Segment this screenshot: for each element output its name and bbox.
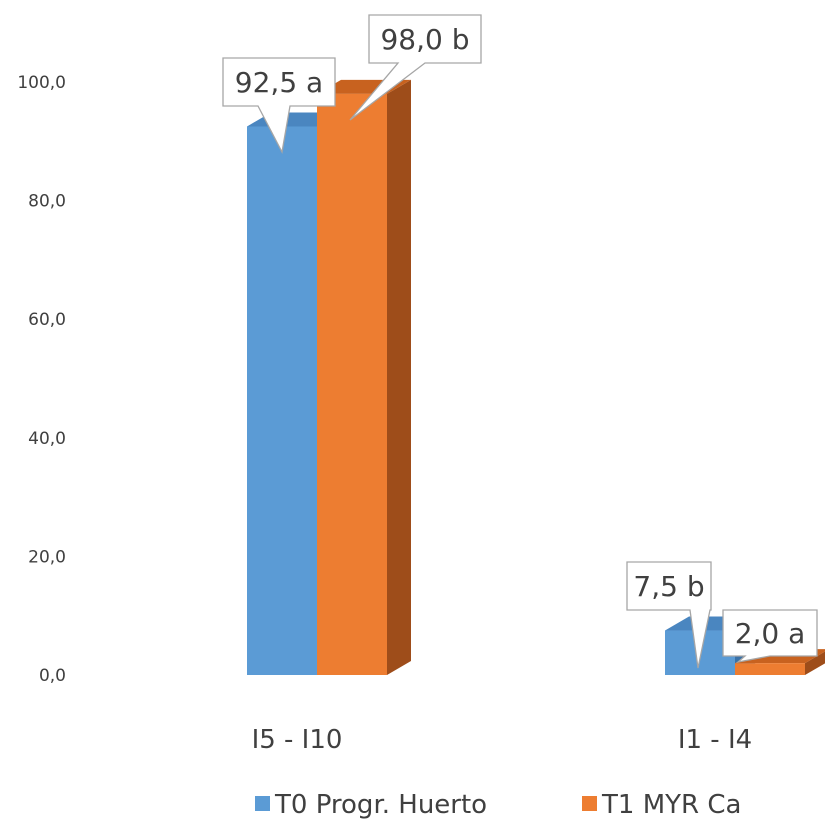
- bar-side: [805, 651, 825, 675]
- legend-label: T0 Progr. Huerto: [274, 790, 487, 820]
- x-tick-label: I5 - I10: [252, 725, 343, 755]
- legend-label: T1 MYR Ca: [601, 790, 741, 820]
- callout-box: [222, 57, 336, 155]
- data-label: 92,5 a: [235, 66, 323, 99]
- y-tick-label: 60,0: [28, 310, 66, 330]
- bars: [247, 79, 825, 676]
- bar-front: [247, 126, 317, 676]
- y-tick-label: 40,0: [28, 429, 66, 449]
- y-tick-label: 20,0: [28, 547, 66, 567]
- legend-item: T1 MYR Ca: [582, 790, 741, 820]
- legend-swatch: [582, 796, 597, 811]
- callout-box: [722, 609, 818, 664]
- callout-box: [626, 561, 712, 669]
- y-tick-label: 100,0: [17, 73, 66, 93]
- y-tick-label: 0,0: [39, 666, 66, 686]
- data-label-callout: 92,5 a: [222, 57, 336, 155]
- bar-front: [317, 93, 387, 676]
- x-tick-label: I1 - I4: [678, 725, 752, 755]
- data-label: 98,0 b: [380, 23, 469, 56]
- bar: [317, 79, 411, 676]
- data-labels: 92,5 a 98,0 b 7,5 b 2,0 a: [222, 14, 818, 669]
- legend-swatch: [255, 796, 270, 811]
- x-axis: I5 - I10 I1 - I4: [252, 725, 753, 755]
- legend-item: T0 Progr. Huerto: [255, 790, 487, 820]
- data-label-callout: 7,5 b: [626, 561, 712, 669]
- bar-side: [387, 79, 411, 676]
- data-label-callout: 2,0 a: [722, 609, 818, 664]
- legend: T0 Progr. Huerto T1 MYR Ca: [255, 790, 741, 820]
- y-axis: 0,0 20,0 40,0 60,0 80,0 100,0: [17, 73, 66, 686]
- callout-box: [349, 14, 482, 121]
- data-label-callout: 98,0 b: [349, 14, 482, 121]
- data-label: 2,0 a: [735, 617, 806, 650]
- data-label: 7,5 b: [633, 570, 704, 603]
- bar-front: [735, 663, 805, 675]
- y-tick-label: 80,0: [28, 192, 66, 212]
